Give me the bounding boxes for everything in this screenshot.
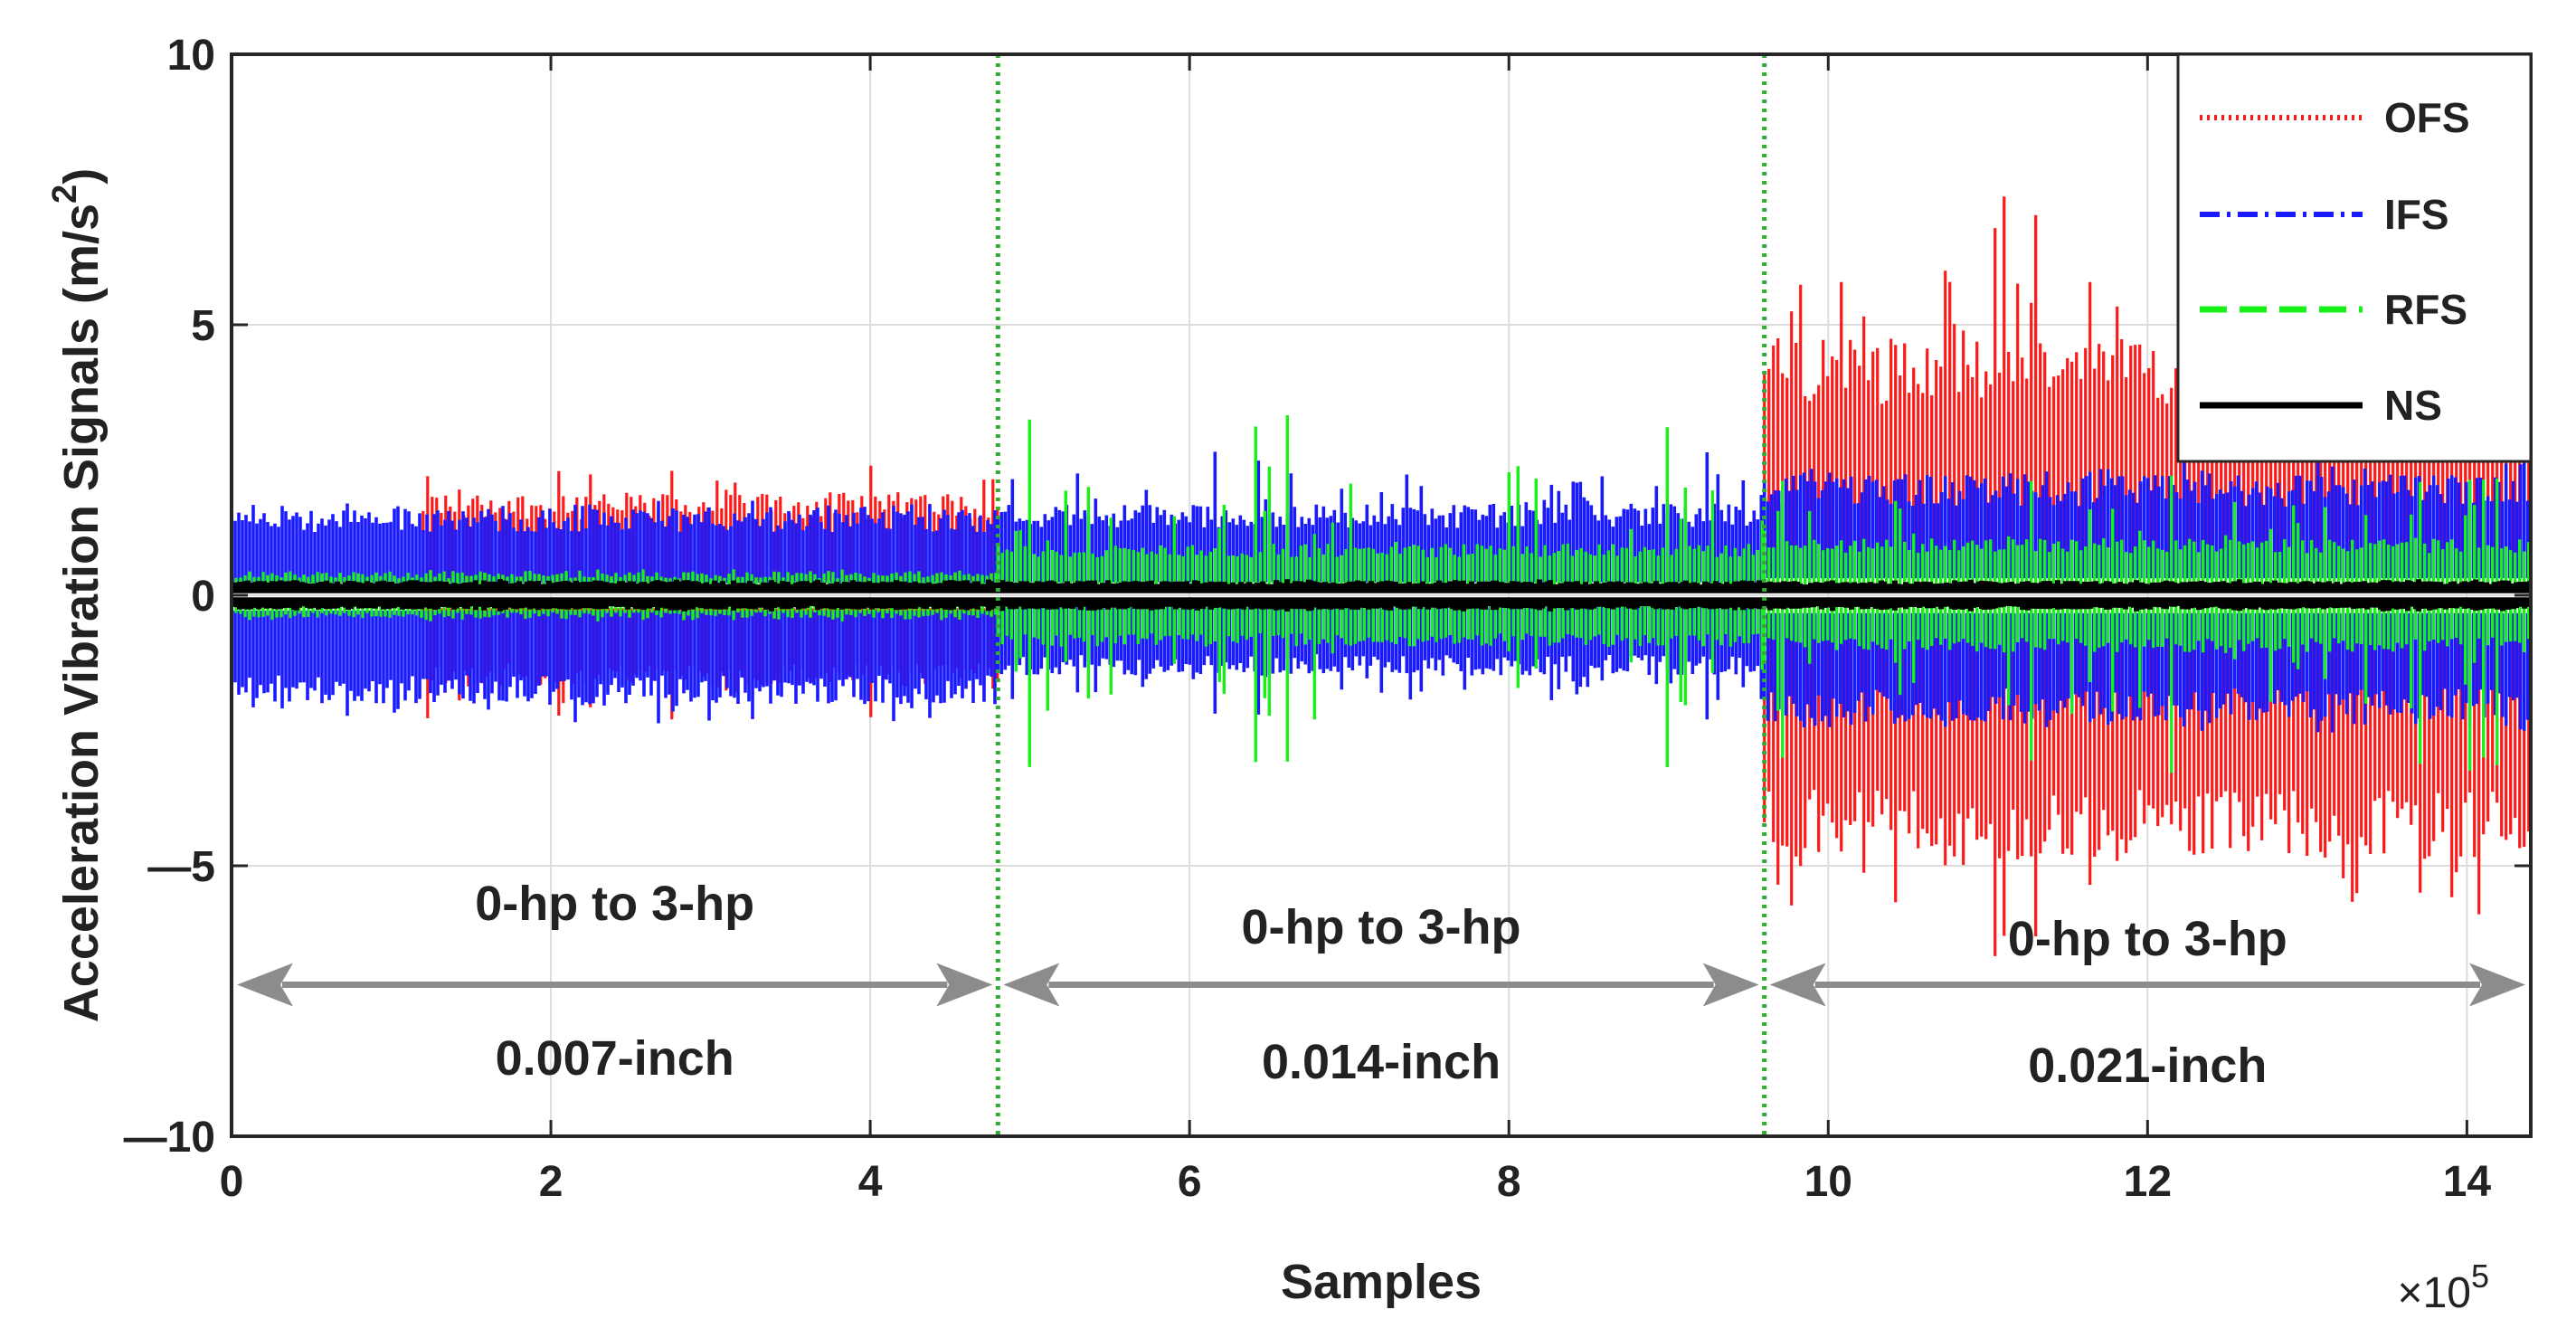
y-axis-ticks: —10 —5 0 5 10 bbox=[124, 32, 2531, 1162]
series-ifs-segment-3 bbox=[1762, 460, 2530, 733]
region-annotations: 0-hp to 3-hp 0.007-inch 0-hp to 3-hp 0.014-… bbox=[475, 877, 2287, 1093]
legend-label-ifs: IFS bbox=[2384, 191, 2449, 238]
y-tick-label: 10 bbox=[167, 32, 215, 80]
x-multiplier-exp: 5 bbox=[2471, 1257, 2489, 1295]
x-multiplier-base: ×10 bbox=[2398, 1269, 2471, 1317]
legend-label-rfs: RFS bbox=[2384, 286, 2467, 333]
legend: OFS IFS RFS NS bbox=[2176, 52, 2533, 463]
y-axis-label: Acceleration Vibration Signals (m/s2) bbox=[46, 168, 109, 1022]
gridlines bbox=[232, 54, 2531, 1136]
region-arrow-head-right-3 bbox=[2469, 963, 2525, 1007]
x-tick-label: 2 bbox=[539, 1158, 564, 1206]
series-ifs-segment-1 bbox=[232, 500, 997, 724]
legend-label-ns: NS bbox=[2384, 382, 2442, 429]
series-ns-segment-1 bbox=[232, 579, 2531, 612]
x-tick-label: 6 bbox=[1178, 1158, 1202, 1206]
x-tick-label: 8 bbox=[1497, 1158, 1521, 1206]
region-arrow-head-left-3 bbox=[1769, 963, 1826, 1007]
series-rfs-segment-3 bbox=[1763, 475, 2531, 773]
region-size-label-3: 0.021-inch bbox=[2028, 1039, 2267, 1093]
y-tick-label: —5 bbox=[147, 843, 215, 891]
x-tick-label: 12 bbox=[2124, 1158, 2172, 1206]
x-tick-label: 14 bbox=[2443, 1158, 2492, 1206]
region-size-label-1: 0.007-inch bbox=[496, 1031, 734, 1086]
y-axis-label-main: Acceleration Vibration Signals (m/s bbox=[54, 204, 109, 1022]
region-arrow-head-right-1 bbox=[936, 963, 993, 1007]
signal-traces bbox=[232, 196, 2531, 956]
y-tick-label: —10 bbox=[124, 1114, 215, 1162]
region-load-label-3: 0-hp to 3-hp bbox=[2008, 912, 2287, 966]
region-size-label-2: 0.014-inch bbox=[1262, 1035, 1501, 1089]
x-axis-label: Samples bbox=[1281, 1255, 1482, 1309]
region-arrow-head-left-2 bbox=[1003, 963, 1060, 1007]
region-arrow-head-right-2 bbox=[1702, 963, 1759, 1007]
x-axis-ticks: 0 2 4 6 8 10 12 14 bbox=[220, 54, 2492, 1206]
x-axis-multiplier: ×105 bbox=[2398, 1257, 2489, 1317]
region-load-label-1: 0-hp to 3-hp bbox=[475, 877, 754, 931]
region-arrows bbox=[237, 963, 2525, 1007]
y-axis-label-sup: 2 bbox=[46, 185, 84, 204]
x-tick-label: 10 bbox=[1804, 1158, 1852, 1206]
legend-label-ofs: OFS bbox=[2384, 94, 2470, 141]
region-load-label-2: 0-hp to 3-hp bbox=[1242, 900, 1521, 954]
y-tick-label: 0 bbox=[191, 573, 215, 621]
series-rfs-segment-2 bbox=[996, 415, 1764, 767]
region-arrow-head-left-1 bbox=[237, 963, 293, 1007]
x-tick-label: 0 bbox=[220, 1158, 244, 1206]
legend-box bbox=[2176, 52, 2533, 463]
x-tick-label: 4 bbox=[858, 1158, 883, 1206]
y-tick-label: 5 bbox=[191, 302, 215, 350]
y-axis-label-suffix: ) bbox=[54, 168, 109, 185]
